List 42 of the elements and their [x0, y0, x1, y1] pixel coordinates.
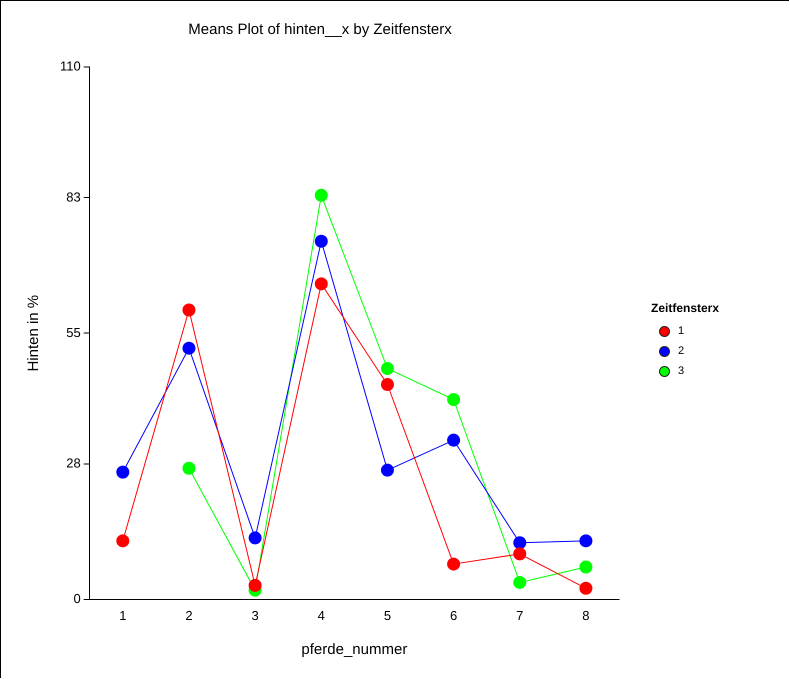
point: [579, 582, 592, 595]
point: [248, 578, 262, 592]
point: [182, 462, 196, 475]
x-axis-title: pferde_nummer: [301, 641, 408, 658]
point: [182, 342, 196, 355]
x-tick-label: 8: [582, 608, 590, 623]
x-tick-label: 4: [318, 608, 325, 623]
point: [447, 393, 460, 406]
point: [248, 531, 262, 544]
legend-label: 3: [678, 365, 684, 377]
x-tick-label: 6: [450, 608, 458, 623]
y-axis-title: Hinten in %: [25, 294, 42, 372]
x-tick-label: 2: [185, 608, 193, 623]
legend-label: 2: [678, 345, 684, 357]
y-tick-label: 55: [66, 324, 81, 340]
y-tick-label: 83: [66, 189, 81, 204]
point: [513, 547, 526, 560]
y-tick-label: 0: [73, 590, 81, 606]
point: [116, 466, 130, 479]
point: [380, 464, 394, 477]
point: [314, 277, 328, 290]
point: [447, 558, 460, 571]
point: [447, 434, 460, 447]
x-tick-label: 3: [252, 608, 259, 623]
chart-title: Means Plot of hinten__x by Zeitfensterx: [188, 21, 452, 38]
y-tick-label: 110: [60, 58, 81, 74]
point: [579, 560, 592, 574]
legend-label: 1: [678, 325, 684, 337]
point: [116, 534, 130, 548]
y-tick-label: 28: [66, 455, 81, 470]
point: [380, 362, 394, 376]
point: [380, 378, 394, 392]
x-tick-label: 7: [516, 608, 524, 623]
legend-title: Zeitfensterx: [651, 301, 720, 315]
point: [314, 188, 328, 202]
x-tick-label: 1: [119, 608, 126, 623]
point: [314, 234, 328, 248]
point: [513, 576, 526, 589]
point: [513, 536, 526, 550]
point: [182, 303, 196, 316]
x-tick-label: 5: [384, 608, 392, 623]
point: [579, 534, 592, 548]
